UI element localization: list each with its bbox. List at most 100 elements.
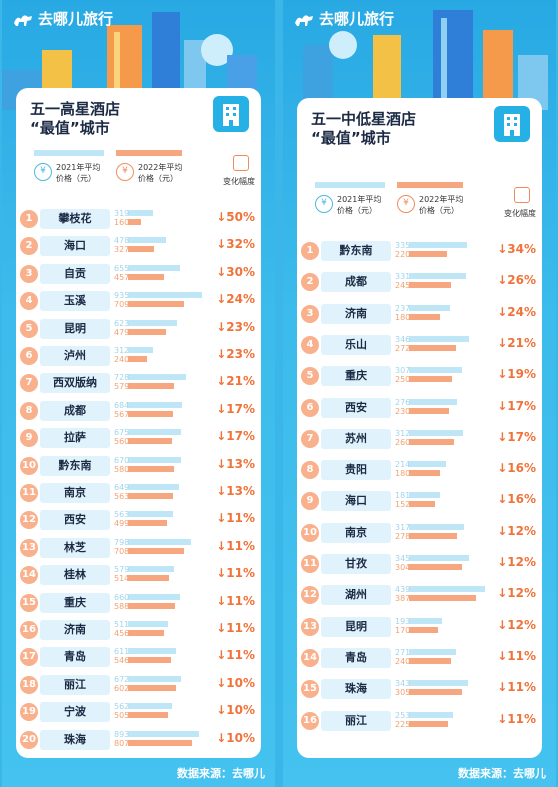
value-2021: 307 bbox=[395, 366, 411, 376]
city-name: 黔东南 bbox=[40, 455, 110, 476]
ranking-row: 7 西双版纳 728 579 ↓21% bbox=[16, 370, 261, 394]
legend-label-2021: 2021年平均 价格（元） bbox=[337, 195, 382, 215]
value-2022: 709 bbox=[114, 300, 130, 310]
ranking-row: 9 海口 181 152 ↓16% bbox=[297, 488, 542, 512]
value-2021: 317 bbox=[395, 522, 411, 532]
ranking-row: 5 昆明 623 479 ↓23% bbox=[16, 316, 261, 340]
rank-badge: 4 bbox=[301, 335, 319, 354]
change-rate: ↓50% bbox=[216, 210, 255, 224]
rank-badge: 2 bbox=[20, 237, 38, 256]
change-rate: ↓12% bbox=[497, 617, 536, 632]
bar-2021 bbox=[128, 675, 182, 682]
bar-2022 bbox=[128, 712, 168, 719]
change-rate: ↓21% bbox=[216, 374, 255, 389]
value-2021: 335 bbox=[395, 241, 411, 250]
data-source: 数据来源：去哪儿 bbox=[177, 767, 265, 780]
value-2022: 546 bbox=[114, 656, 130, 666]
bar-2021 bbox=[128, 593, 181, 600]
camel-icon bbox=[295, 14, 313, 26]
rank-badge: 14 bbox=[301, 648, 319, 667]
city-name: 湖州 bbox=[321, 585, 391, 606]
bar-2022 bbox=[409, 501, 436, 508]
change-rate: ↓11% bbox=[497, 680, 536, 695]
value-2021: 684 bbox=[114, 400, 130, 410]
ranking-row: 15 珠海 343 305 ↓11% bbox=[297, 676, 542, 700]
bar-2022 bbox=[128, 520, 168, 527]
city-name: 自贡 bbox=[40, 263, 110, 284]
ranking-row: 12 西安 563 499 ↓11% bbox=[16, 507, 261, 531]
ranking-row: 15 重庆 660 588 ↓11% bbox=[16, 590, 261, 614]
bar-2021 bbox=[128, 730, 199, 737]
city-name: 青岛 bbox=[321, 647, 391, 668]
rank-badge: 10 bbox=[20, 456, 38, 475]
change-rate: ↓11% bbox=[216, 648, 255, 663]
ranking-row: 5 重庆 307 250 ↓19% bbox=[297, 363, 542, 387]
bar-2022 bbox=[128, 465, 174, 472]
bar-2022 bbox=[128, 273, 165, 280]
bar-2022 bbox=[128, 630, 165, 636]
change-rate: ↓23% bbox=[216, 319, 255, 334]
value-2021: 649 bbox=[114, 483, 130, 492]
city-name: 玉溪 bbox=[40, 291, 110, 312]
bar-2022 bbox=[409, 407, 449, 414]
change-rate: ↓12% bbox=[497, 586, 536, 601]
city-name: 昆明 bbox=[321, 616, 391, 637]
change-rate: ↓10% bbox=[216, 703, 255, 718]
rank-badge: 1 bbox=[20, 210, 38, 228]
ranking-row: 6 泸州 312 240 ↓23% bbox=[16, 343, 261, 367]
value-2022: 499 bbox=[114, 519, 130, 529]
bar-2021 bbox=[128, 292, 202, 299]
city-name: 昆明 bbox=[40, 318, 110, 339]
change-rate: ↓10% bbox=[216, 675, 255, 690]
ranking-row: 8 贵阳 214 180 ↓16% bbox=[297, 457, 542, 481]
change-rate: ↓11% bbox=[216, 566, 255, 581]
ranking-row: 12 湖州 439 387 ↓12% bbox=[297, 582, 542, 606]
brand-logo: 去哪儿旅行 bbox=[12, 8, 113, 29]
change-rate: ↓19% bbox=[497, 367, 536, 382]
ranking-row: 2 海口 478 327 ↓32% bbox=[16, 233, 261, 257]
change-rate: ↓11% bbox=[216, 593, 255, 608]
city-name: 林芝 bbox=[40, 537, 110, 558]
city-name: 成都 bbox=[40, 400, 110, 421]
bar-2021 bbox=[128, 621, 169, 627]
legend-bar-2022 bbox=[116, 150, 182, 156]
value-2021: 655 bbox=[114, 263, 130, 273]
change-rate: ↓10% bbox=[216, 730, 255, 745]
bar-2021 bbox=[409, 555, 469, 561]
value-2022: 567 bbox=[114, 409, 130, 419]
ranking-row: 4 乐山 346 272 ↓21% bbox=[297, 332, 542, 356]
value-2021: 478 bbox=[114, 236, 130, 246]
bar-2021 bbox=[128, 703, 173, 710]
ranking-row: 14 青岛 271 240 ↓11% bbox=[297, 645, 542, 669]
value-2022: 245 bbox=[395, 281, 411, 291]
rank-badge: 14 bbox=[20, 566, 38, 585]
bar-2022 bbox=[128, 301, 185, 308]
legend-bar-2021 bbox=[315, 182, 385, 188]
city-name: 海口 bbox=[321, 491, 391, 512]
value-2021: 312 bbox=[114, 346, 130, 355]
ranking-card: 五一高星酒店 “最值”城市 ¥ 2021年平均 价格（元） ¥ 2022年平均 … bbox=[16, 88, 261, 758]
city-name: 宁波 bbox=[40, 702, 110, 723]
rank-badge: 13 bbox=[301, 617, 319, 636]
city-name: 南京 bbox=[40, 483, 110, 503]
bar-2021 bbox=[128, 538, 192, 545]
rank-badge: 12 bbox=[301, 586, 319, 605]
bar-2022 bbox=[409, 689, 462, 696]
value-2022: 708 bbox=[114, 546, 130, 556]
city-name: 丽江 bbox=[321, 710, 391, 731]
value-2022: 563 bbox=[114, 492, 130, 501]
city-name: 苏州 bbox=[321, 428, 391, 449]
bar-2021 bbox=[128, 648, 177, 655]
value-2022: 250 bbox=[395, 375, 411, 385]
ranking-row: 4 玉溪 935 709 ↓24% bbox=[16, 288, 261, 312]
value-2022: 514 bbox=[114, 574, 130, 584]
ranking-row: 20 珠海 893 807 ↓10% bbox=[16, 727, 261, 751]
bar-2022 bbox=[409, 438, 454, 445]
ranking-row: 3 自贡 655 457 ↓30% bbox=[16, 261, 261, 285]
chart-decline-icon bbox=[233, 155, 249, 171]
bar-2021 bbox=[128, 401, 183, 408]
bar-2022 bbox=[409, 564, 462, 570]
rank-badge: 20 bbox=[20, 730, 38, 749]
value-2022: 479 bbox=[114, 327, 130, 337]
bar-2022 bbox=[128, 246, 154, 253]
